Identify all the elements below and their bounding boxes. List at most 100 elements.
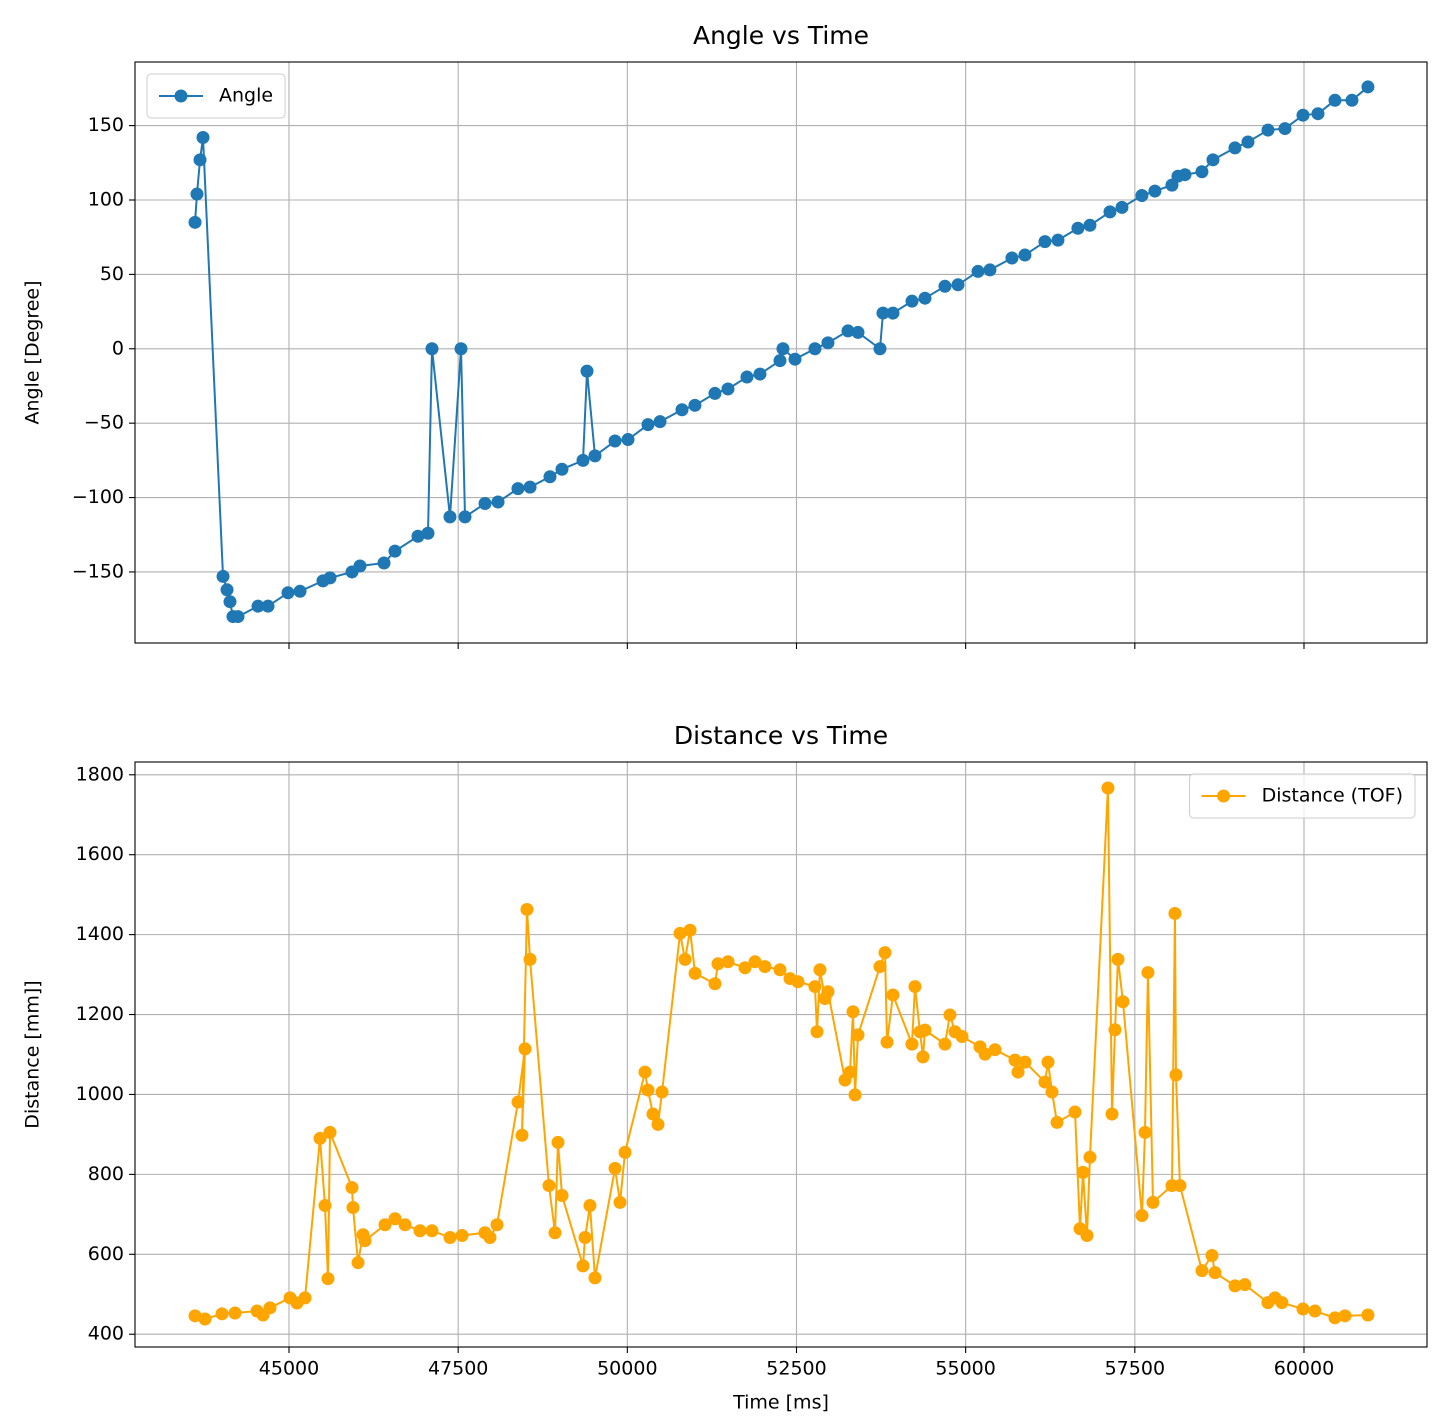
data-point (196, 131, 210, 145)
x-tick-label: 60000 (1274, 1358, 1334, 1380)
data-point (1296, 108, 1310, 122)
data-point (943, 1008, 957, 1022)
data-point (576, 453, 590, 467)
data-point (220, 583, 234, 597)
data-point (1169, 1068, 1183, 1082)
y-tick-label: 1200 (76, 1003, 124, 1025)
y-tick-label: 0 (112, 337, 124, 359)
data-point (1135, 189, 1149, 203)
data-point (377, 556, 391, 570)
data-point (841, 324, 855, 338)
data-point (523, 952, 537, 966)
data-point (190, 187, 204, 201)
data-point (1068, 1105, 1082, 1119)
data-point (346, 1201, 360, 1215)
data-point (1241, 135, 1255, 149)
data-point (555, 462, 569, 476)
data-point (188, 215, 202, 229)
data-point (518, 1042, 532, 1056)
data-point (810, 1025, 824, 1039)
data-point (808, 980, 822, 994)
y-tick-label: 150 (88, 114, 124, 136)
data-point (808, 342, 822, 356)
data-point (1328, 1311, 1342, 1325)
data-point (578, 1231, 592, 1245)
data-point (738, 961, 752, 975)
data-point (1296, 1302, 1310, 1316)
y-tick-label: 50 (100, 263, 124, 285)
data-point (608, 1161, 622, 1175)
x-tick-label: 52500 (766, 1358, 826, 1380)
data-point (1195, 1264, 1209, 1278)
data-point (520, 902, 534, 916)
data-point (216, 569, 230, 583)
data-point (708, 386, 722, 400)
data-point (1076, 1165, 1090, 1179)
data-point (1173, 1179, 1187, 1193)
data-point (1205, 1248, 1219, 1262)
data-point (263, 1301, 277, 1315)
data-point (776, 342, 790, 356)
legend-marker (1217, 789, 1231, 803)
data-point (916, 1050, 930, 1064)
data-point (1228, 1279, 1242, 1293)
data-point (298, 1291, 312, 1305)
data-point (555, 1189, 569, 1203)
y-tick-label: 1400 (76, 923, 124, 945)
data-point (1071, 221, 1085, 235)
data-point (511, 482, 525, 496)
data-point (454, 342, 468, 356)
y-tick-label: 400 (88, 1323, 124, 1345)
data-point (515, 1128, 529, 1142)
y-tick-label: 800 (88, 1163, 124, 1185)
data-point (1108, 1023, 1122, 1037)
data-point (231, 610, 245, 624)
data-point (678, 952, 692, 966)
data-point (938, 279, 952, 293)
data-point (353, 559, 367, 573)
data-point (228, 1306, 242, 1320)
data-point (1051, 233, 1065, 247)
y-axis-label: Angle [Degree] (22, 280, 44, 424)
data-point (791, 975, 805, 989)
data-point (641, 1083, 655, 1097)
data-point (215, 1307, 229, 1321)
data-point (1361, 1308, 1375, 1322)
y-tick-label: 100 (88, 188, 124, 210)
x-tick-label: 45000 (259, 1358, 319, 1380)
data-point (843, 1065, 857, 1079)
data-point (388, 544, 402, 558)
legend: Angle (146, 73, 286, 119)
data-point (955, 1030, 969, 1044)
data-point (580, 364, 594, 378)
data-point (878, 946, 892, 960)
data-point (813, 963, 827, 977)
data-point (345, 1181, 359, 1195)
data-point (641, 418, 655, 432)
data-point (683, 923, 697, 937)
data-point (673, 926, 687, 940)
x-tick-label: 50000 (597, 1358, 657, 1380)
y-tick-label: 600 (88, 1243, 124, 1265)
data-point (523, 480, 537, 494)
data-point (608, 434, 622, 448)
data-point (1345, 93, 1359, 107)
data-point (905, 294, 919, 308)
data-point (1011, 1065, 1025, 1079)
data-point (651, 1117, 665, 1131)
data-point (688, 966, 702, 980)
data-point (848, 1088, 862, 1102)
data-point (978, 1047, 992, 1061)
data-point (443, 510, 457, 524)
chart-title: Angle vs Time (693, 21, 869, 50)
data-point (351, 1256, 365, 1270)
data-point (951, 278, 965, 292)
data-point (223, 595, 237, 609)
data-point (281, 586, 295, 600)
data-point (655, 1085, 669, 1099)
data-point (740, 370, 754, 384)
data-point (1208, 1266, 1222, 1280)
data-point (193, 153, 207, 167)
data-point (1168, 906, 1182, 920)
